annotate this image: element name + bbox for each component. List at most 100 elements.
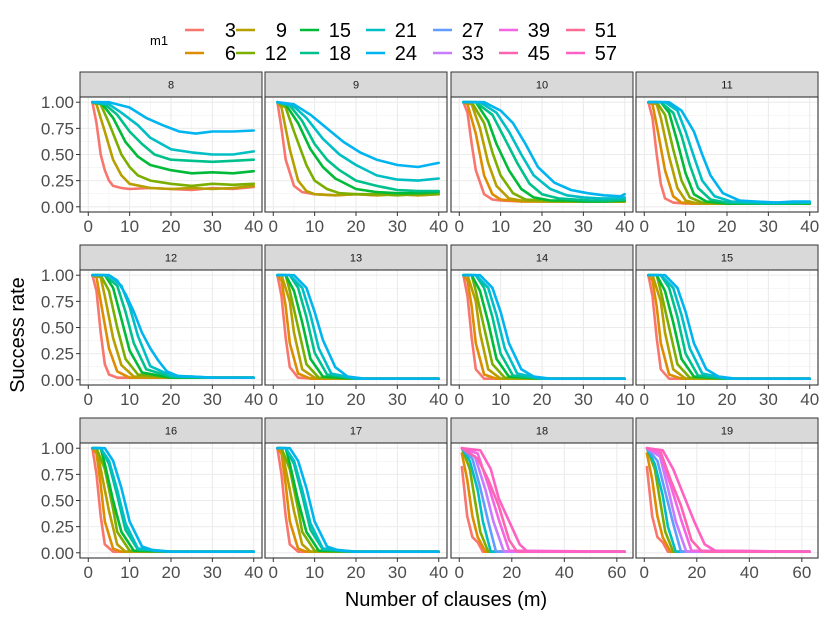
- x-tick-label: 20: [533, 390, 552, 409]
- y-tick-label: 0.50: [41, 492, 74, 511]
- legend-entry-12: 12: [236, 43, 287, 65]
- x-tick-label: 20: [718, 390, 737, 409]
- y-tick-label: 0.75: [41, 465, 74, 484]
- y-tick-label: 1.00: [41, 439, 74, 458]
- x-tick-label: 0: [84, 390, 93, 409]
- facet-panel-15: 15: [635, 244, 819, 386]
- facet-strip-label: 17: [350, 426, 362, 438]
- legend-label: 24: [395, 43, 417, 65]
- legend-entry-15: 15: [300, 20, 351, 42]
- x-tick-label: 30: [388, 390, 407, 409]
- series-line-m1-9: [91, 100, 255, 188]
- series-line-m1-24: [647, 273, 811, 380]
- facet-strip-label: 13: [350, 253, 362, 265]
- legend-label: 57: [595, 43, 617, 65]
- x-tick-label: 30: [203, 390, 222, 409]
- facet-strip: [450, 71, 634, 98]
- series-line-m1-24: [462, 273, 626, 380]
- x-tick-label: 30: [574, 390, 593, 409]
- y-tick-label: 0.00: [41, 544, 74, 563]
- legend-title: m1: [150, 33, 168, 48]
- series-line-m1-24: [462, 100, 626, 198]
- x-tick-label: 40: [429, 390, 448, 409]
- legend-label: 18: [329, 43, 351, 65]
- y-axis-ticks: 0.00 0.25 0.50 0.75 1.00 0.00 0.25 0.50 0.75 1.00…: [41, 93, 80, 563]
- x-tick-label: 0: [84, 563, 93, 582]
- x-tick-label: 30: [388, 563, 407, 582]
- legend-label: 51: [595, 20, 617, 42]
- x-tick-label: 40: [555, 563, 574, 582]
- y-tick-label: 0.75: [41, 292, 74, 311]
- x-axis-title: Number of clauses (m): [345, 589, 547, 611]
- facet-panel-14: 14: [450, 244, 634, 386]
- x-axis-ticks: 0 10 20 30 40 0 10 20 30 40 0 10 20 30 40 0 10 20 30 40 0 10 2…: [84, 212, 819, 582]
- legend-entry-18: 18: [300, 43, 351, 65]
- facet-strip-label: 11: [721, 80, 732, 92]
- series-line-m1-9: [276, 100, 440, 197]
- panel-border: [450, 442, 634, 559]
- x-tick-label: 0: [84, 217, 93, 236]
- facet-strip: [635, 244, 819, 271]
- facet-strip-label: 14: [536, 253, 548, 265]
- legend-label: 3: [225, 20, 236, 42]
- y-tick-label: 0.75: [41, 119, 74, 138]
- legend-label: 12: [265, 43, 287, 65]
- legend-label: 9: [276, 20, 287, 42]
- series-line-m1-24: [91, 273, 255, 379]
- x-tick-label: 40: [429, 217, 448, 236]
- series-line-m1-24: [276, 273, 440, 380]
- x-tick-label: 10: [305, 563, 324, 582]
- x-tick-label: 10: [120, 390, 139, 409]
- facet-strip-label: 8: [168, 80, 174, 92]
- series-line-m1-6: [91, 100, 255, 191]
- facet-panel-12: 12: [79, 244, 263, 386]
- x-tick-label: 40: [800, 390, 819, 409]
- series-line-m1-21: [91, 100, 255, 135]
- x-tick-label: 40: [244, 217, 263, 236]
- x-tick-label: 40: [800, 217, 819, 236]
- x-tick-label: 30: [759, 217, 778, 236]
- legend: m1 3 9 15 21 27 39 516 12 18 24 33 45 57: [150, 20, 617, 65]
- facet-panel-18: 18: [450, 417, 634, 559]
- x-tick-label: 0: [269, 563, 278, 582]
- x-tick-label: 10: [676, 217, 695, 236]
- series-line-m1-18: [462, 100, 626, 202]
- legend-entry-45: 45: [499, 43, 550, 65]
- legend-label: 21: [395, 20, 417, 42]
- x-tick-label: 0: [269, 390, 278, 409]
- legend-entry-24: 24: [366, 43, 417, 65]
- facet-strip: [264, 244, 448, 271]
- facet-strip: [264, 71, 448, 98]
- x-tick-label: 60: [607, 563, 626, 582]
- facet-strip-label: 9: [353, 80, 359, 92]
- series-line-m1-24: [647, 100, 811, 204]
- legend-entry-3: 3: [185, 20, 236, 42]
- y-tick-label: 0.25: [41, 172, 74, 191]
- facet-strip-label: 15: [721, 253, 733, 265]
- x-tick-label: 40: [615, 217, 634, 236]
- legend-entry-6: 6: [185, 43, 236, 65]
- facet-strip: [79, 417, 263, 444]
- series-line-m1-18: [276, 100, 440, 182]
- facet-panels: 8 9 10 11 12 13 14 15 16 17 18 19: [79, 71, 819, 559]
- x-tick-label: 30: [388, 217, 407, 236]
- x-tick-label: 0: [269, 217, 278, 236]
- legend-entry-27: 27: [433, 20, 484, 42]
- facet-strip: [450, 244, 634, 271]
- series-line-m1-21: [276, 100, 440, 169]
- x-tick-label: 20: [502, 563, 521, 582]
- y-axis-title: Success rate: [7, 277, 29, 393]
- x-tick-label: 20: [347, 563, 366, 582]
- x-tick-label: 10: [491, 217, 510, 236]
- legend-entry-9: 9: [236, 20, 287, 42]
- legend-label: 45: [528, 43, 550, 65]
- legend-label: 15: [329, 20, 351, 42]
- x-tick-label: 10: [491, 390, 510, 409]
- series-line-m1-15: [91, 100, 255, 164]
- series-line-m1-12: [276, 100, 440, 195]
- facet-strip-label: 10: [536, 80, 548, 92]
- y-tick-label: 1.00: [41, 266, 74, 285]
- y-tick-label: 0.00: [41, 198, 74, 217]
- facet-panel-9: 9: [264, 71, 448, 213]
- y-tick-label: 0.25: [41, 345, 74, 364]
